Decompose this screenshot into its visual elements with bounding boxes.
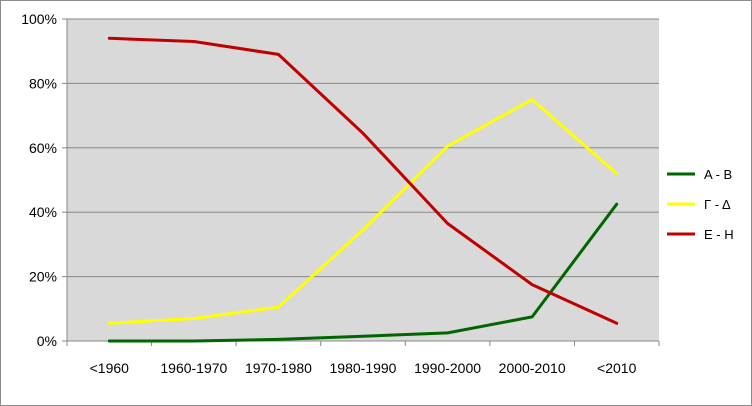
- y-tick-label: 100%: [21, 11, 57, 27]
- x-tick-label: <1960: [90, 360, 130, 376]
- y-tick-labels: 0% 20% 40% 60% 80% 100%: [21, 11, 57, 349]
- x-tick-label: 1980-1990: [330, 360, 397, 376]
- gridlines: [67, 18, 659, 278]
- x-tick-label: 1970-1980: [245, 360, 312, 376]
- y-tick-label: 80%: [29, 75, 57, 91]
- x-tick-label: 1960-1970: [160, 360, 227, 376]
- legend-label: Γ - Δ: [704, 197, 731, 212]
- x-tick-labels: <1960 1960-1970 1970-1980 1980-1990 1990-200…: [90, 360, 637, 376]
- series-line-2: [107, 98, 619, 325]
- legend: Α - Β Γ - Δ Ε - Η: [667, 167, 734, 242]
- series-line-1: [107, 202, 619, 343]
- x-tick-label: <2010: [597, 360, 637, 376]
- y-tick-label: 0%: [37, 333, 57, 349]
- y-tick-label: 20%: [29, 269, 57, 285]
- x-tick-label: 1990-2000: [414, 360, 481, 376]
- plot-area: [67, 19, 659, 341]
- y-tick-label: 60%: [29, 140, 57, 156]
- series-line-3: [107, 36, 619, 325]
- x-tick-label: 2000-2010: [499, 360, 566, 376]
- y-tick-label: 40%: [29, 204, 57, 220]
- legend-label: Ε - Η: [704, 227, 734, 242]
- legend-label: Α - Β: [704, 167, 732, 182]
- series-lines: [107, 36, 619, 343]
